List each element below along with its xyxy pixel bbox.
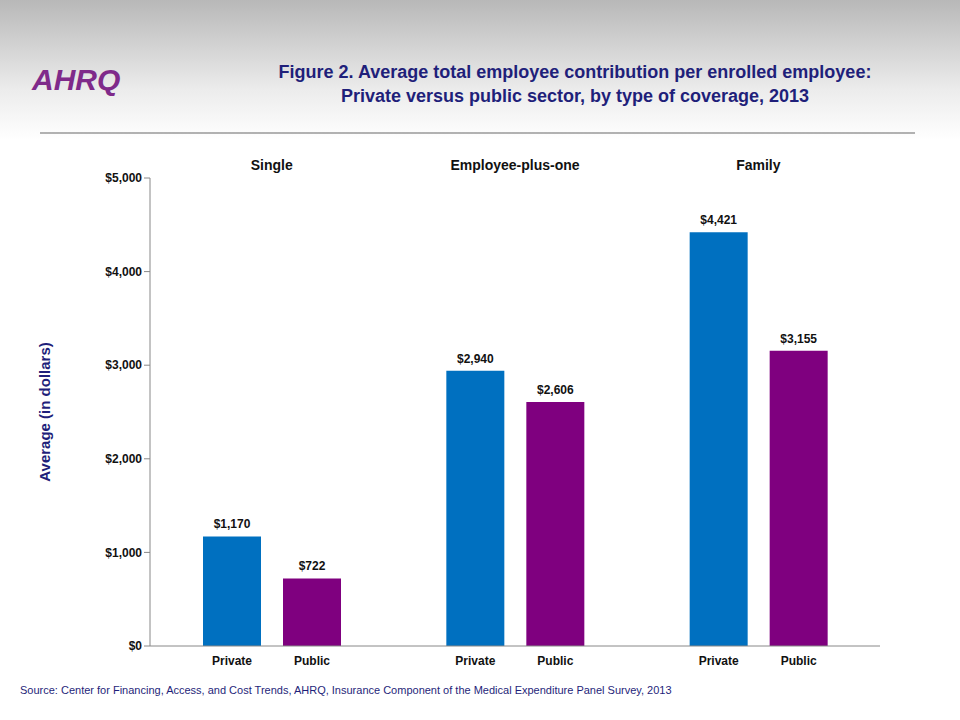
svg-text:Family: Family bbox=[736, 157, 781, 173]
svg-text:Public: Public bbox=[294, 654, 330, 668]
svg-text:Private: Private bbox=[455, 654, 495, 668]
svg-text:Source: Center for Financing,: Source: Center for Financing, Access, an… bbox=[20, 684, 672, 696]
svg-text:$1,000: $1,000 bbox=[105, 546, 142, 560]
svg-text:Private: Private bbox=[699, 654, 739, 668]
svg-text:$3,155: $3,155 bbox=[780, 332, 817, 346]
svg-text:$4,000: $4,000 bbox=[105, 265, 142, 279]
svg-text:$5,000: $5,000 bbox=[105, 171, 142, 185]
svg-text:Public: Public bbox=[781, 654, 817, 668]
svg-text:Private: Private bbox=[212, 654, 252, 668]
svg-text:$3,000: $3,000 bbox=[105, 358, 142, 372]
svg-text:Figure 2. Average total employ: Figure 2. Average total employee contrib… bbox=[279, 62, 872, 82]
svg-text:Single: Single bbox=[251, 157, 293, 173]
svg-text:AHRQ: AHRQ bbox=[31, 63, 120, 96]
svg-text:Private versus public sector,: Private versus public sector, by type of… bbox=[341, 86, 809, 106]
svg-text:$2,940: $2,940 bbox=[457, 352, 494, 366]
svg-text:Employee-plus-one: Employee-plus-one bbox=[450, 157, 579, 173]
svg-text:$0: $0 bbox=[129, 639, 143, 653]
svg-text:Public: Public bbox=[537, 654, 573, 668]
svg-text:Average (in dollars): Average (in dollars) bbox=[36, 342, 53, 481]
svg-text:$722: $722 bbox=[299, 559, 326, 573]
svg-text:$1,170: $1,170 bbox=[214, 517, 251, 531]
svg-text:$2,606: $2,606 bbox=[537, 383, 574, 397]
svg-text:$2,000: $2,000 bbox=[105, 452, 142, 466]
svg-text:$4,421: $4,421 bbox=[700, 213, 737, 227]
